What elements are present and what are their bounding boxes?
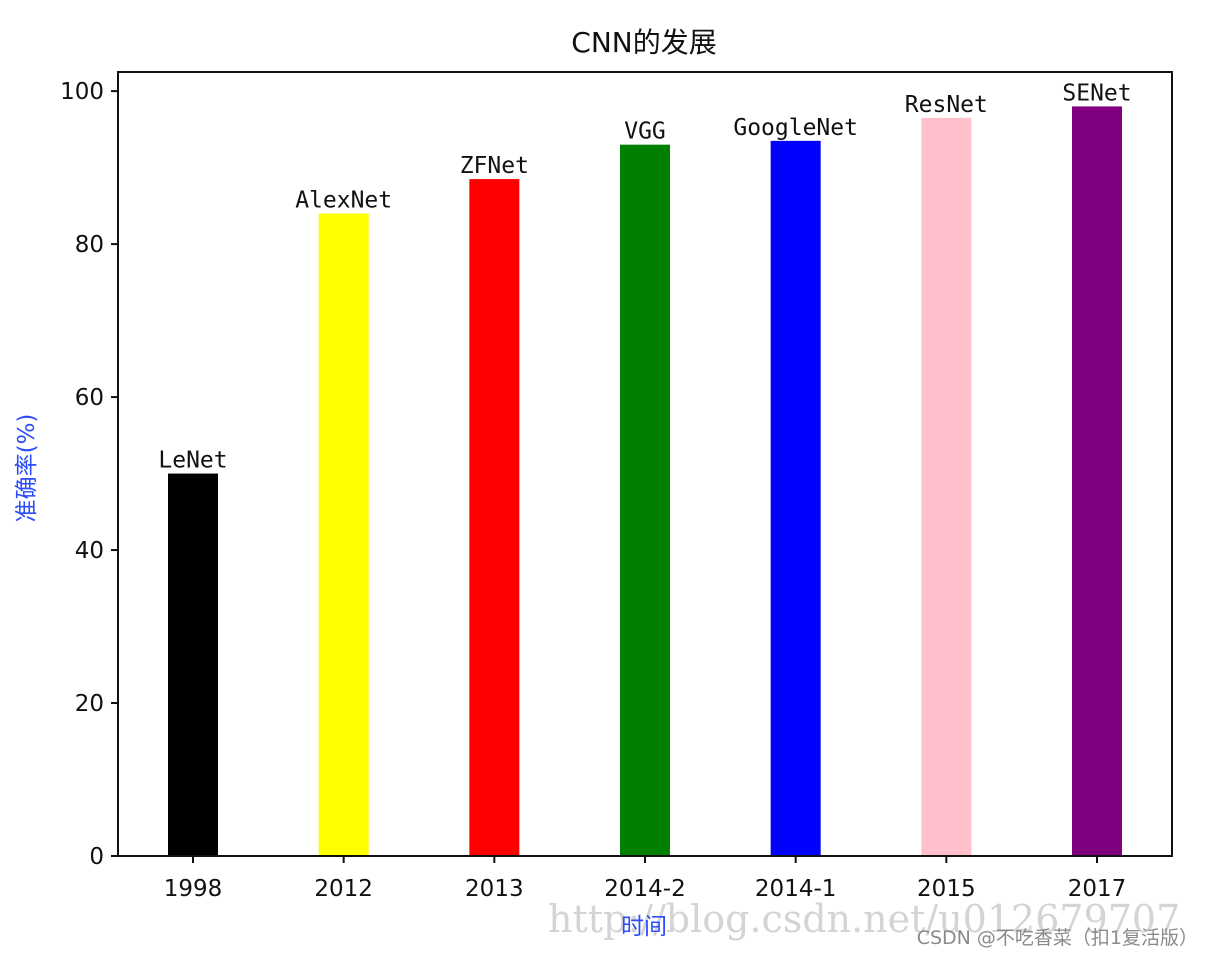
y-axis-label: 准确率(%)	[14, 414, 40, 523]
y-axis: 0 20 40 60 80 100	[60, 79, 118, 870]
bar-2014-2	[620, 144, 670, 856]
data-label-VGG: VGG	[624, 119, 666, 145]
x-tick-label-2013: 2013	[465, 876, 524, 902]
x-tick-label-1998: 1998	[164, 876, 223, 902]
data-label-GoogleNet: GoogleNet	[733, 115, 858, 141]
y-tick-label-100: 100	[60, 79, 104, 105]
x-tick-label-2014-2: 2014-2	[604, 876, 685, 902]
y-tick-label-80: 80	[75, 232, 104, 258]
bar-2015	[921, 117, 972, 856]
x-axis-label: 时间	[621, 914, 667, 940]
bars-group	[168, 106, 1122, 857]
watermark-url: http://blog.csdn.net/u012679707	[548, 897, 1180, 941]
data-label-AlexNet: AlexNet	[295, 188, 392, 214]
bar-2013	[469, 179, 520, 856]
bar-2017	[1072, 106, 1122, 857]
y-tick-label-60: 60	[75, 385, 104, 411]
data-label-SENet: SENet	[1062, 80, 1131, 106]
x-tick-label-2012: 2012	[314, 876, 373, 902]
data-labels-group: LeNet AlexNet ZFNet VGG GoogleNet ResNet SENet	[158, 80, 1131, 473]
credit-text: CSDN @不吃香菜（扣1复活版）	[917, 927, 1198, 949]
chart-title: CNN的发展	[571, 26, 716, 59]
bar-1998	[168, 473, 218, 856]
data-label-ResNet: ResNet	[905, 92, 988, 118]
data-label-ZFNet: ZFNet	[460, 153, 529, 179]
x-tick-label-2017: 2017	[1068, 876, 1127, 902]
x-axis: 1998 2012 2013 2014-2 2014-1 2015 2017	[164, 856, 1127, 902]
x-tick-label-2014-1: 2014-1	[755, 876, 836, 902]
bar-2014-1	[770, 140, 821, 857]
x-tick-label-2015: 2015	[917, 876, 976, 902]
y-tick-label-20: 20	[75, 691, 104, 717]
y-tick-label-0: 0	[89, 844, 104, 870]
data-label-LeNet: LeNet	[158, 448, 227, 474]
y-tick-label-40: 40	[75, 538, 104, 564]
bar-2012	[318, 213, 369, 856]
